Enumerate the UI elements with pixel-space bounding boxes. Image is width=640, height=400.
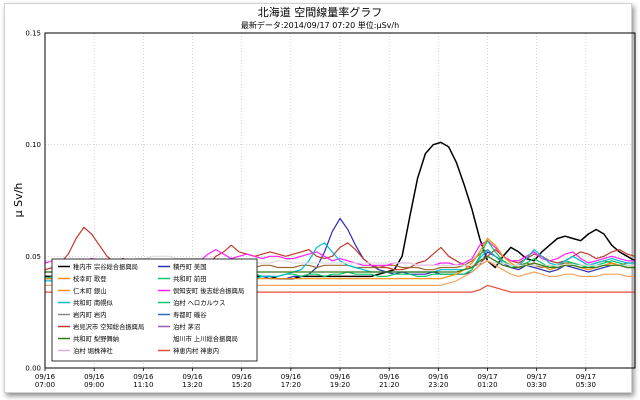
legend-label: 積丹町 美国 <box>173 262 207 271</box>
x-tick-time: 21:20 <box>379 381 399 389</box>
x-tick-time: 05:30 <box>576 381 596 389</box>
chart-subtitle: 最新データ:2014/09/17 07:20 単位:μSv/h <box>241 20 399 30</box>
x-tick-time: 07:00 <box>35 381 55 389</box>
x-tick-date: 09/16 <box>182 373 203 381</box>
chart-title: 北海道 空間線量率グラフ <box>258 5 383 19</box>
legend-label: 旭川市 上川総合振興局 <box>173 334 238 343</box>
legend-label: 仁木町 銀山 <box>73 286 107 295</box>
legend-label: 稚内市 宗谷総合振興局 <box>73 262 138 271</box>
x-tick-date: 09/16 <box>84 373 105 381</box>
legend-label: 泊村 ヘロカルウス <box>173 298 225 307</box>
legend-label: 共和町 南幌似 <box>73 298 113 307</box>
y-axis-label: μ Sv/h <box>12 183 25 218</box>
x-tick-time: 15:20 <box>232 381 252 389</box>
y-tick-label: 0.05 <box>25 253 41 261</box>
legend-box <box>51 258 258 362</box>
x-tick-time: 23:20 <box>428 381 448 389</box>
y-tick-label: 0.00 <box>25 365 41 373</box>
x-tick-date: 09/16 <box>35 373 56 381</box>
x-tick-time: 09:00 <box>84 381 104 389</box>
legend-label: 寿都町 磯谷 <box>173 310 207 319</box>
y-tick-label: 0.15 <box>25 30 41 38</box>
legend-label: 神恵内村 神恵内 <box>173 346 219 355</box>
legend-label: 共和町 梨野舞納 <box>73 334 119 343</box>
legend-label: 岩見沢市 空知総合振興局 <box>73 322 144 331</box>
x-ticks: 09/1607:0009/1609:0009/1611:1009/1613:20… <box>35 368 596 389</box>
x-tick-date: 09/16 <box>232 373 253 381</box>
x-tick-date: 09/17 <box>576 373 596 381</box>
x-tick-date: 09/16 <box>428 373 449 381</box>
x-tick-time: 13:20 <box>182 381 202 389</box>
y-tick-label: 0.10 <box>25 141 41 149</box>
x-tick-date: 09/16 <box>133 373 154 381</box>
x-tick-time: 11:10 <box>133 381 153 389</box>
legend-label: 岩内町 岩内 <box>73 310 107 319</box>
x-tick-date: 09/16 <box>379 373 400 381</box>
x-tick-date: 09/17 <box>527 373 547 381</box>
x-tick-date: 09/16 <box>330 373 351 381</box>
legend-label: 共和町 前田 <box>173 274 207 283</box>
legend-label: 泊村 茅沼 <box>173 322 200 331</box>
x-tick-date: 09/16 <box>281 373 302 381</box>
legend-label: 倶知安町 後志総合振興局 <box>173 286 244 295</box>
y-ticks: 0.00 0.05 0.10 0.15 <box>25 30 41 373</box>
x-tick-time: 01:20 <box>477 381 497 389</box>
x-tick-time: 19:20 <box>330 381 350 389</box>
x-tick-time: 03:30 <box>527 381 547 389</box>
x-tick-time: 17:20 <box>281 381 301 389</box>
x-tick-date: 09/17 <box>477 373 497 381</box>
legend-label: 泊村 堀株神社 <box>73 346 113 355</box>
legend-label: 枝幸町 歌登 <box>73 274 107 283</box>
plot-border <box>44 32 636 369</box>
